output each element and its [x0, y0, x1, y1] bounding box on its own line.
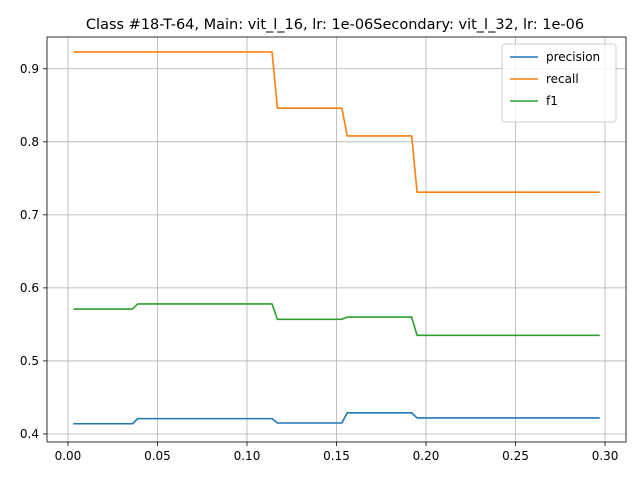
- x-tick-label-3: 0.15: [323, 449, 350, 463]
- legend-label-precision: precision: [546, 50, 600, 64]
- x-tick-label-1: 0.05: [144, 449, 171, 463]
- legend-box: [501, 43, 617, 123]
- y-tick-label-1: 0.5: [20, 354, 39, 368]
- series-line-recall: [73, 51, 600, 194]
- y-tick-label-3: 0.7: [20, 208, 39, 222]
- x-tick-label-0: 0.00: [55, 449, 82, 463]
- y-tick-label-0: 0.4: [20, 427, 39, 441]
- series-line-precision: [73, 411, 600, 425]
- chart-title: Class #18-T-64, Main: vit_l_16, lr: 1e-0…: [86, 17, 584, 33]
- legend-label-f1: f1: [546, 94, 558, 108]
- legend-label-recall: recall: [546, 72, 579, 86]
- series-line-f1: [73, 303, 600, 337]
- y-tick-label-4: 0.8: [20, 135, 39, 149]
- y-tick-label-5: 0.9: [20, 62, 39, 76]
- x-tick-label-2: 0.10: [234, 449, 261, 463]
- x-tick-label-6: 0.30: [592, 449, 619, 463]
- y-tick-label-2: 0.6: [20, 281, 39, 295]
- x-tick-label-4: 0.20: [413, 449, 440, 463]
- x-tick-label-5: 0.25: [502, 449, 529, 463]
- plot-area: 0.00 0.05 0.10 0.15 0.20 0.25 0.30 0.4 0.5 0.6 0.7…: [20, 36, 627, 463]
